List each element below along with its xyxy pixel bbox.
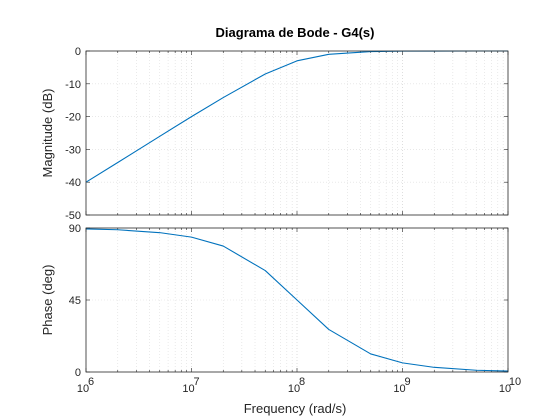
magnitude-y-tick-label: -10 [65,79,81,91]
phase-y-label: Phase (deg) [40,265,55,336]
phase-y-tick-label: 90 [69,223,81,235]
x-tick-exponent: 10 [509,376,521,388]
magnitude-y-tick-label: -30 [65,144,81,156]
x-axis-label: Frequency (rad/s) [244,401,347,416]
phase-panel: 90 45 0 Phase (deg) [40,223,508,379]
chart-title: Diagrama de Bode - G4(s) [216,25,375,40]
x-tick-exponent: 9 [404,376,410,388]
x-tick-exponent: 8 [299,376,305,388]
magnitude-y-tick-label: -40 [65,177,81,189]
magnitude-y-tick-label: -20 [65,112,81,124]
phase-y-tick-label: 0 [75,367,81,379]
x-tick-exponent: 6 [88,376,94,388]
magnitude-y-tick-label: -50 [65,210,81,222]
x-tick-exponent: 7 [193,376,199,388]
magnitude-y-label: Magnitude (dB) [40,89,55,178]
magnitude-y-tick-label: 0 [75,46,81,58]
magnitude-panel: 0 -10 -20 -30 -40 -50 Magnitude (dB) [40,46,508,222]
phase-y-tick-label: 45 [69,295,81,307]
